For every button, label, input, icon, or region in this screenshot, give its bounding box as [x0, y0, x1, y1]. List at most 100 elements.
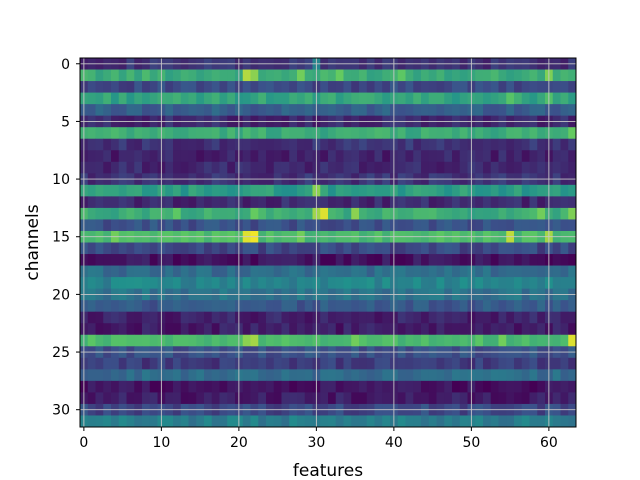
- heatmap-cell: [219, 207, 228, 220]
- heatmap-cell: [490, 277, 499, 290]
- heatmap-cell: [266, 242, 275, 255]
- heatmap-cell: [382, 69, 391, 82]
- heatmap-cell: [560, 161, 569, 174]
- heatmap-cell: [514, 380, 523, 393]
- heatmap-cell: [506, 300, 515, 313]
- heatmap-cell: [498, 265, 507, 278]
- heatmap-cell: [560, 323, 569, 336]
- heatmap-cell: [459, 138, 468, 151]
- heatmap-cell: [173, 357, 182, 370]
- heatmap-cell: [87, 415, 96, 428]
- heatmap-cell: [428, 323, 437, 336]
- heatmap-cell: [196, 69, 205, 82]
- heatmap-cell: [126, 104, 135, 117]
- heatmap-cell: [188, 81, 197, 93]
- heatmap-cell: [421, 242, 430, 255]
- heatmap-cell: [142, 277, 151, 290]
- heatmap-cell: [428, 334, 437, 347]
- heatmap-cell: [343, 265, 352, 278]
- heatmap-cell: [475, 219, 484, 232]
- heatmap-cell: [165, 81, 174, 93]
- heatmap-cell: [506, 265, 515, 278]
- heatmap-cell: [118, 380, 127, 393]
- heatmap-cell: [560, 415, 569, 428]
- heatmap-cell: [134, 300, 143, 313]
- heatmap-cell: [281, 138, 290, 151]
- heatmap-cell: [397, 69, 406, 82]
- heatmap-cell: [374, 369, 383, 382]
- heatmap-cell: [397, 277, 406, 290]
- heatmap-cell: [475, 242, 484, 255]
- heatmap-cell: [320, 300, 329, 313]
- heatmap-cell: [413, 161, 422, 174]
- heatmap-cell: [405, 415, 414, 428]
- heatmap-cell: [498, 92, 507, 105]
- heatmap-cell: [95, 207, 104, 220]
- heatmap-cell: [289, 277, 298, 290]
- heatmap-cell: [421, 81, 430, 93]
- heatmap-cell: [118, 357, 127, 370]
- heatmap-cell: [328, 138, 337, 151]
- heatmap-cell: [552, 81, 561, 93]
- heatmap-cell: [421, 415, 430, 428]
- heatmap-cell: [149, 415, 158, 428]
- heatmap-cell: [196, 242, 205, 255]
- heatmap-cell: [552, 104, 561, 117]
- heatmap-cell: [452, 392, 461, 405]
- heatmap-cell: [382, 380, 391, 393]
- heatmap-cell: [196, 184, 205, 197]
- heatmap-cell: [537, 311, 546, 324]
- heatmap-cell: [351, 277, 360, 290]
- heatmap-cell: [537, 104, 546, 117]
- heatmap-cell: [490, 334, 499, 347]
- heatmap-cell: [335, 92, 344, 105]
- heatmap-cell: [95, 300, 104, 313]
- heatmap-cell: [118, 184, 127, 197]
- heatmap-cell: [87, 81, 96, 93]
- heatmap-cell: [560, 219, 569, 232]
- heatmap-cell: [498, 369, 507, 382]
- heatmap-cell: [335, 392, 344, 405]
- heatmap-cell: [374, 92, 383, 105]
- heatmap-cell: [514, 127, 523, 140]
- heatmap-cell: [103, 92, 112, 105]
- heatmap-cell: [180, 150, 189, 163]
- heatmap-cell: [118, 92, 127, 105]
- heatmap-cell: [552, 150, 561, 163]
- heatmap-cell: [405, 207, 414, 220]
- heatmap-cell: [242, 334, 251, 347]
- heatmap-cell: [95, 415, 104, 428]
- heatmap-cell: [142, 392, 151, 405]
- heatmap-cell: [506, 323, 515, 336]
- heatmap-cell: [304, 415, 313, 428]
- heatmap-cell: [343, 369, 352, 382]
- heatmap-cell: [242, 196, 251, 209]
- heatmap-cell: [219, 254, 228, 266]
- heatmap-cell: [188, 242, 197, 255]
- heatmap-cell: [444, 242, 453, 255]
- heatmap-cell: [359, 196, 368, 209]
- heatmap-cell: [521, 380, 530, 393]
- heatmap-cell: [320, 380, 329, 393]
- heatmap-cell: [320, 415, 329, 428]
- heatmap-cell: [142, 196, 151, 209]
- heatmap-cell: [134, 380, 143, 393]
- heatmap-cell: [149, 380, 158, 393]
- heatmap-cell: [374, 150, 383, 163]
- heatmap-cell: [297, 242, 306, 255]
- heatmap-cell: [568, 69, 577, 82]
- heatmap-cell: [281, 392, 290, 405]
- heatmap-cell: [483, 69, 492, 82]
- heatmap-cell: [475, 380, 484, 393]
- heatmap-cell: [483, 161, 492, 174]
- heatmap-cell: [304, 300, 313, 313]
- heatmap-cell: [552, 138, 561, 151]
- heatmap-cell: [258, 184, 267, 197]
- heatmap-cell: [413, 81, 422, 93]
- heatmap-cell: [483, 207, 492, 220]
- heatmap-cell: [111, 207, 120, 220]
- heatmap-cell: [444, 415, 453, 428]
- heatmap-cell: [111, 380, 120, 393]
- heatmap-cell: [328, 334, 337, 347]
- heatmap-cell: [173, 254, 182, 266]
